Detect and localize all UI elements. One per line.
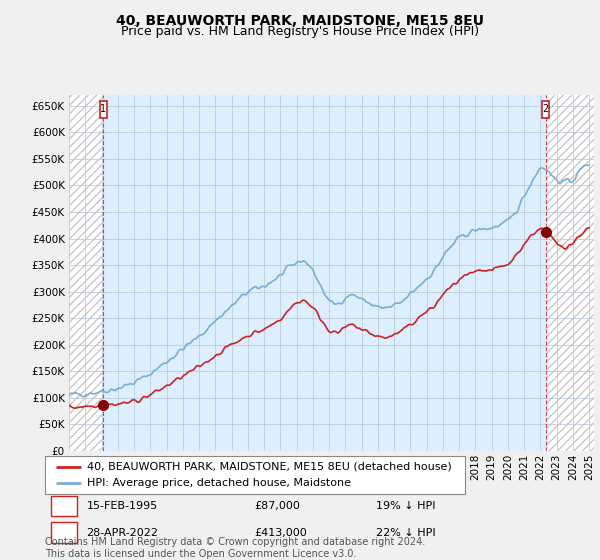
Bar [545,95,594,451]
FancyBboxPatch shape [50,496,77,516]
Text: 15-FEB-1995: 15-FEB-1995 [86,501,158,511]
Text: 22% ↓ HPI: 22% ↓ HPI [376,528,436,538]
Text: Contains HM Land Registry data © Crown copyright and database right 2024.
This d: Contains HM Land Registry data © Crown c… [45,537,425,559]
Text: 19% ↓ HPI: 19% ↓ HPI [376,501,436,511]
Text: HPI: Average price, detached house, Maidstone: HPI: Average price, detached house, Maid… [87,478,351,488]
Bar [69,95,103,451]
Text: 1: 1 [100,104,107,114]
FancyBboxPatch shape [542,101,549,118]
Text: 40, BEAUWORTH PARK, MAIDSTONE, ME15 8EU: 40, BEAUWORTH PARK, MAIDSTONE, ME15 8EU [116,14,484,28]
Text: 2: 2 [542,104,548,114]
Text: 2: 2 [60,528,67,538]
Text: 40, BEAUWORTH PARK, MAIDSTONE, ME15 8EU (detached house): 40, BEAUWORTH PARK, MAIDSTONE, ME15 8EU … [87,461,452,472]
Text: 1: 1 [60,501,67,511]
FancyBboxPatch shape [100,101,107,118]
Text: 28-APR-2022: 28-APR-2022 [86,528,158,538]
FancyBboxPatch shape [50,522,77,543]
Text: £87,000: £87,000 [255,501,301,511]
Text: Price paid vs. HM Land Registry's House Price Index (HPI): Price paid vs. HM Land Registry's House … [121,25,479,38]
Text: £413,000: £413,000 [255,528,308,538]
